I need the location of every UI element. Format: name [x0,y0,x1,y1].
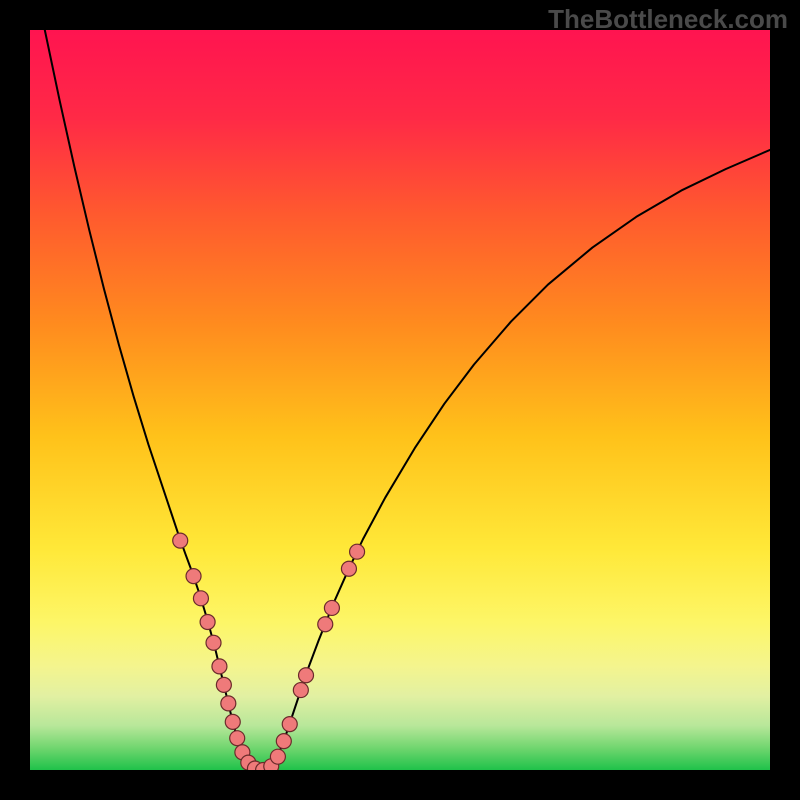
marker-point [318,617,333,632]
marker-point [221,696,236,711]
marker-point [173,533,188,548]
marker-point [341,561,356,576]
chart-container: TheBottleneck.com [0,0,800,800]
marker-point [282,717,297,732]
marker-point [324,600,339,615]
watermark-text: TheBottleneck.com [548,4,788,35]
marker-point [225,714,240,729]
gradient-background [30,30,770,770]
marker-point [270,749,285,764]
marker-point [200,615,215,630]
marker-point [193,591,208,606]
marker-point [293,683,308,698]
marker-point [186,569,201,584]
marker-point [276,734,291,749]
marker-point [212,659,227,674]
marker-point [216,677,231,692]
marker-point [299,668,314,683]
marker-point [230,731,245,746]
marker-point [350,544,365,559]
plot-svg [30,30,770,770]
marker-point [206,635,221,650]
plot-area [30,30,770,770]
